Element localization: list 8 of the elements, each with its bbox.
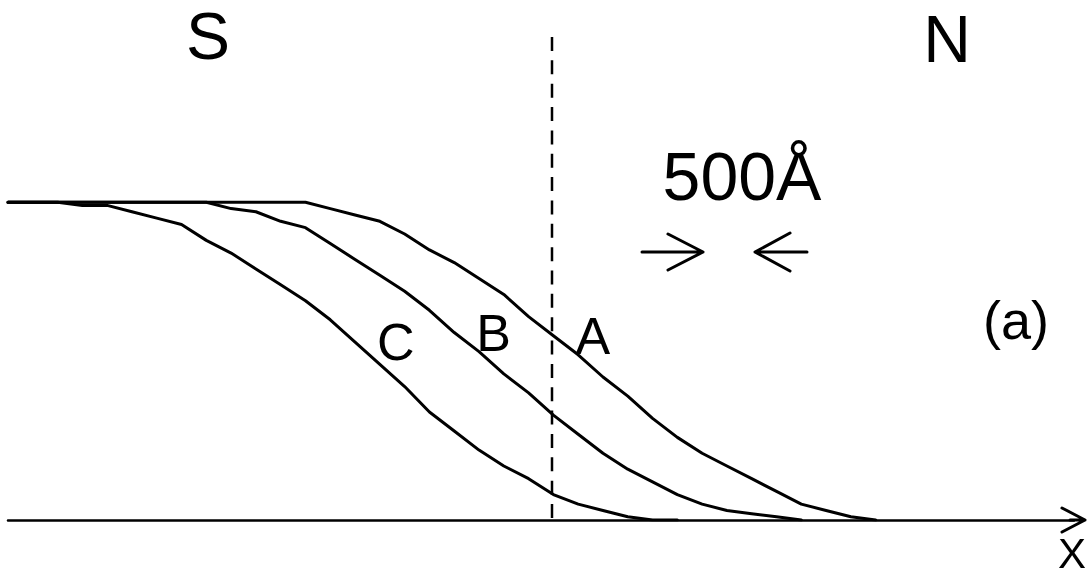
text: S: [185, 0, 231, 73]
series-label: C: [377, 313, 415, 372]
series-label: A: [575, 306, 611, 365]
text: N: [923, 2, 971, 76]
annotation: (a): [983, 290, 1049, 350]
series-label: B: [476, 303, 511, 362]
x-axis-title: X: [1057, 529, 1087, 577]
annotation: 500Å: [662, 138, 823, 214]
